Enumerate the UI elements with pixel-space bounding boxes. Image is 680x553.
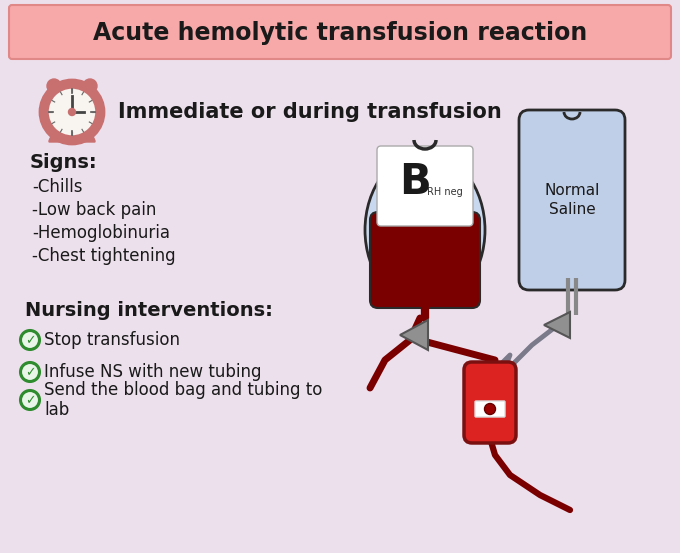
Circle shape xyxy=(83,79,97,93)
Circle shape xyxy=(40,80,104,144)
FancyBboxPatch shape xyxy=(475,401,505,417)
FancyBboxPatch shape xyxy=(370,212,480,308)
Polygon shape xyxy=(400,320,428,350)
Text: ✓: ✓ xyxy=(24,334,35,347)
Circle shape xyxy=(21,391,39,409)
Wedge shape xyxy=(49,135,63,142)
Ellipse shape xyxy=(365,153,485,307)
Text: -Low back pain: -Low back pain xyxy=(32,201,156,219)
Circle shape xyxy=(20,362,40,382)
Circle shape xyxy=(20,330,40,350)
Text: Acute hemolytic transfusion reaction: Acute hemolytic transfusion reaction xyxy=(93,21,587,45)
Text: B: B xyxy=(399,161,431,203)
Text: Nursing interventions:: Nursing interventions: xyxy=(25,300,273,320)
Text: Send the blood bag and tubing to
lab: Send the blood bag and tubing to lab xyxy=(44,380,322,419)
Text: Immediate or during transfusion: Immediate or during transfusion xyxy=(118,102,502,122)
Circle shape xyxy=(20,390,40,410)
Circle shape xyxy=(47,79,61,93)
Text: -Hemoglobinuria: -Hemoglobinuria xyxy=(32,224,170,242)
FancyBboxPatch shape xyxy=(519,110,625,290)
Text: -Chest tightening: -Chest tightening xyxy=(32,247,175,265)
Text: -Chills: -Chills xyxy=(32,178,82,196)
Text: ✓: ✓ xyxy=(24,366,35,379)
Text: RH neg: RH neg xyxy=(427,187,463,197)
FancyBboxPatch shape xyxy=(9,5,671,59)
Circle shape xyxy=(21,331,39,349)
Circle shape xyxy=(69,108,75,116)
FancyBboxPatch shape xyxy=(464,362,516,443)
Circle shape xyxy=(47,87,97,137)
Text: Signs:: Signs: xyxy=(30,154,98,173)
Text: ✓: ✓ xyxy=(24,394,35,407)
Polygon shape xyxy=(544,312,570,338)
Circle shape xyxy=(484,404,496,415)
Text: Normal
Saline: Normal Saline xyxy=(544,182,600,217)
FancyBboxPatch shape xyxy=(377,146,473,226)
Circle shape xyxy=(21,363,39,381)
Wedge shape xyxy=(81,135,95,142)
Text: Stop transfusion: Stop transfusion xyxy=(44,331,180,349)
Text: Infuse NS with new tubing: Infuse NS with new tubing xyxy=(44,363,262,381)
